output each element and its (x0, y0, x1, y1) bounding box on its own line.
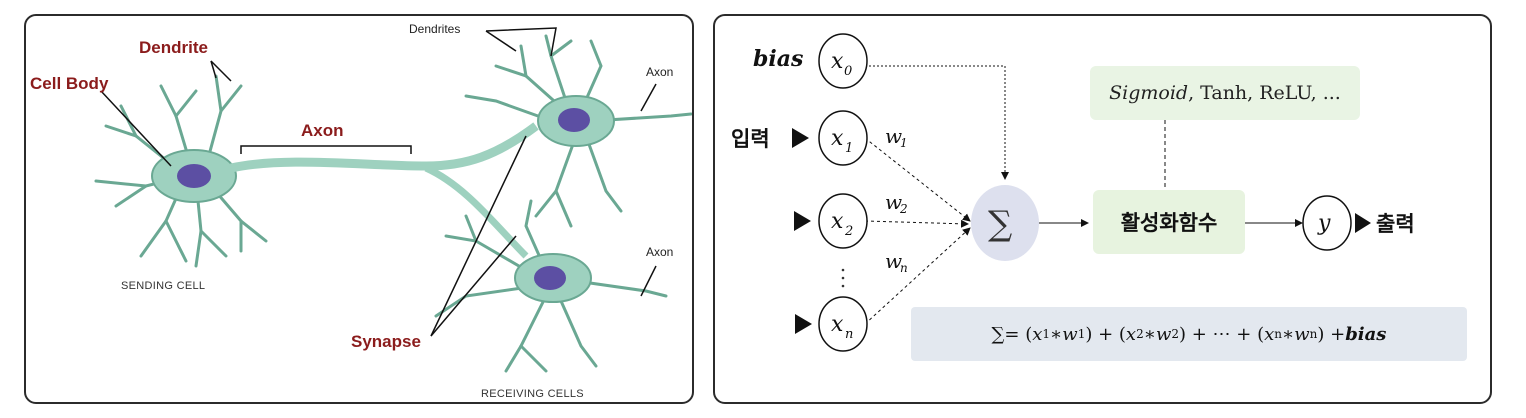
sending-nucleus (177, 164, 211, 188)
svg-text:1: 1 (900, 136, 908, 150)
dendrites-label: Dendrites (409, 22, 460, 36)
svg-text:w: w (885, 190, 902, 214)
bias-label: bias (753, 46, 803, 72)
input-arrow-n (795, 314, 812, 334)
label-pointers (100, 27, 657, 337)
ellipsis-dots (841, 268, 845, 288)
svg-text:x: x (831, 209, 844, 234)
weight-w1: w 1 (885, 124, 908, 150)
input-arrow-2 (794, 211, 811, 231)
output-var: y (1317, 211, 1331, 236)
axon-branch (424, 164, 529, 259)
input-label: 입력 (731, 127, 770, 151)
svg-text:2: 2 (899, 202, 908, 216)
cell-body-label: Cell Body (30, 74, 109, 93)
receiving-top-nucleus (558, 108, 590, 132)
axon-bottom-label: Axon (646, 245, 673, 259)
activation-function-box: 활성화함수 (1093, 190, 1245, 254)
perceptron-panel: x 0 x 1 x 2 x n w 1 w 2 (713, 14, 1492, 404)
activation-examples-box: Sigmoid, Tanh, ReLU, ... (1090, 66, 1360, 120)
svg-text:x: x (831, 312, 844, 337)
sum-node (971, 185, 1039, 261)
sigmoid-text: Sigmoid (1109, 82, 1189, 104)
svg-text:w: w (885, 124, 902, 148)
svg-text:w: w (885, 249, 902, 273)
axon-top-label: Axon (646, 65, 673, 79)
svg-text:n: n (845, 327, 853, 342)
other-activations-text: , Tanh, ReLU, ... (1188, 82, 1341, 104)
input-node-x0: x 0 (818, 33, 868, 89)
weight-w2: w 2 (885, 190, 908, 216)
receiving-cells-caption: RECEIVING CELLS (481, 388, 584, 400)
svg-text:1: 1 (845, 141, 853, 156)
sending-cell-caption: SENDING CELL (121, 280, 205, 292)
connections (864, 65, 1303, 325)
receiving-bottom-nucleus (534, 266, 566, 290)
synapse-label: Synapse (351, 332, 421, 351)
svg-text:n: n (900, 261, 908, 275)
neuron-illustration: Dendrite Cell Body Axon Dendrites Axon A… (30, 22, 692, 400)
sending-cell (94, 74, 268, 268)
input-arrow-1 (792, 128, 809, 148)
receiving-cell-bottom (434, 199, 668, 373)
output-label: 출력 (1376, 212, 1415, 236)
input-node-x1: x 1 (818, 110, 868, 166)
svg-text:0: 0 (844, 64, 852, 79)
axon-label: Axon (301, 121, 344, 140)
output-node (1302, 195, 1352, 251)
biological-neuron-panel: Dendrite Cell Body Axon Dendrites Axon A… (24, 14, 694, 404)
sum-symbol: ∑ (988, 204, 1012, 244)
input-node-xn: x n (818, 296, 868, 352)
input-node-x2: x 2 (818, 193, 868, 249)
svg-text:x: x (831, 49, 844, 74)
output-arrow (1355, 213, 1371, 233)
dendrite-label: Dendrite (139, 38, 208, 57)
axon (230, 122, 539, 173)
weight-wn: w n (885, 249, 908, 275)
svg-text:2: 2 (844, 224, 853, 239)
perceptron-diagram: x 0 x 1 x 2 x n w 1 w 2 (731, 33, 1415, 352)
svg-text:x: x (831, 126, 844, 151)
